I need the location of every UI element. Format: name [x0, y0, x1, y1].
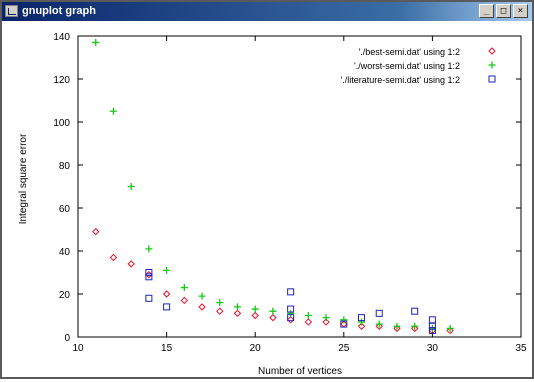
data-point-worst-semi — [92, 38, 100, 46]
y-tick-label: 120 — [53, 75, 70, 86]
x-axis-label: Number of vertices — [258, 366, 342, 377]
data-point-literature-semi — [375, 309, 383, 317]
close-button[interactable]: × — [513, 4, 528, 18]
data-point-worst-semi — [287, 309, 295, 317]
y-tick-label: 140 — [53, 32, 70, 43]
y-tick-label: 40 — [59, 247, 71, 258]
y-tick-label: 100 — [53, 118, 70, 129]
data-point-best-semi — [446, 326, 454, 335]
data-point-best-semi — [251, 311, 259, 320]
scatter-chart: 10 15 20 25 30 35 0 20 40 60 80 100 120 140 './best-s… — [18, 32, 527, 377]
data-point-best-semi — [322, 318, 330, 326]
y-tick-label: 0 — [64, 333, 70, 344]
data-point-best-semi — [127, 260, 135, 268]
data-point-worst-semi — [233, 303, 241, 311]
y-tick-label: 60 — [59, 204, 71, 215]
data-point-best-semi — [180, 296, 189, 305]
data-point-literature-semi — [428, 322, 436, 330]
data-point-best-semi — [357, 322, 366, 330]
data-point-literature-semi — [287, 314, 295, 322]
data-point-literature-semi — [411, 307, 419, 315]
legend-label-literature-semi: './literature-semi.dat' using 1:2 — [341, 75, 461, 85]
data-point-literature-semi — [428, 316, 436, 324]
app-icon[interactable] — [5, 5, 18, 17]
data-point-worst-semi — [180, 284, 188, 292]
data-point-best-semi — [304, 318, 313, 326]
data-point-literature-semi — [145, 273, 153, 281]
y-tick-label: 20 — [59, 290, 71, 301]
data-point-best-semi — [410, 324, 419, 333]
legend-label-worst-semi: './worst-semi.dat' using 1:2 — [354, 61, 460, 71]
x-tick-label: 25 — [338, 343, 350, 354]
data-point-worst-semi — [269, 307, 277, 315]
data-point-worst-semi — [340, 316, 348, 324]
data-point-best-semi — [145, 270, 153, 279]
data-point-worst-semi — [393, 322, 401, 330]
data-point-literature-semi — [287, 305, 295, 313]
data-point-best-semi — [198, 303, 206, 311]
plot-area: 10 15 20 25 30 35 0 20 40 60 80 100 120 140 './best-s… — [2, 21, 532, 377]
data-point-worst-semi — [358, 318, 366, 326]
data-point-worst-semi — [127, 183, 135, 190]
data-point-best-semi — [92, 227, 100, 236]
data-point-worst-semi — [163, 266, 171, 274]
data-point-best-semi — [109, 253, 118, 262]
maximize-button[interactable]: □ — [496, 4, 511, 18]
data-point-worst-semi — [251, 305, 259, 313]
legend-marker-literature-semi — [488, 75, 496, 83]
legend-marker-worst-semi — [488, 61, 496, 69]
data-point-literature-semi — [145, 269, 153, 276]
data-point-literature-semi — [428, 327, 436, 335]
data-point-worst-semi — [375, 320, 383, 328]
data-point-literature-semi — [287, 288, 295, 296]
data-point-worst-semi — [304, 312, 312, 319]
data-point-literature-semi — [358, 314, 366, 322]
data-point-best-semi — [393, 324, 401, 333]
data-point-best-semi — [162, 290, 171, 298]
x-tick-label: 15 — [161, 343, 173, 354]
data-point-literature-semi — [340, 320, 348, 328]
data-point-worst-semi — [411, 322, 419, 330]
data-point-best-semi — [286, 316, 295, 324]
data-point-best-semi — [269, 313, 277, 322]
plot-frame — [77, 35, 522, 338]
data-point-literature-semi — [163, 303, 171, 311]
data-point-worst-semi — [428, 324, 436, 332]
x-tick-label: 10 — [72, 343, 84, 354]
x-tick-label: 35 — [515, 343, 527, 354]
y-axis-label: Integral square error — [18, 133, 29, 224]
legend-marker-best-semi — [488, 47, 496, 55]
x-tick-label: 20 — [250, 343, 262, 354]
title-bar[interactable]: gnuplot graph _ □ × — [2, 2, 532, 21]
window-title: gnuplot graph — [22, 5, 96, 17]
data-point-literature-semi — [145, 294, 153, 302]
data-point-worst-semi — [446, 324, 454, 332]
data-point-worst-semi — [145, 245, 153, 253]
data-point-worst-semi — [198, 292, 206, 300]
x-tick-label: 30 — [427, 343, 439, 354]
minimize-button[interactable]: _ — [479, 4, 494, 18]
y-tick-label: 80 — [59, 161, 71, 172]
data-point-best-semi — [233, 309, 242, 318]
data-point-best-semi — [216, 307, 224, 315]
data-point-best-semi — [375, 322, 383, 330]
data-point-worst-semi — [322, 314, 330, 322]
window-controls: _ □ × — [479, 4, 528, 18]
data-point-worst-semi — [109, 107, 117, 115]
data-point-worst-semi — [216, 299, 224, 307]
legend-label-best-semi: './best-semi.dat' using 1:2 — [359, 47, 461, 57]
